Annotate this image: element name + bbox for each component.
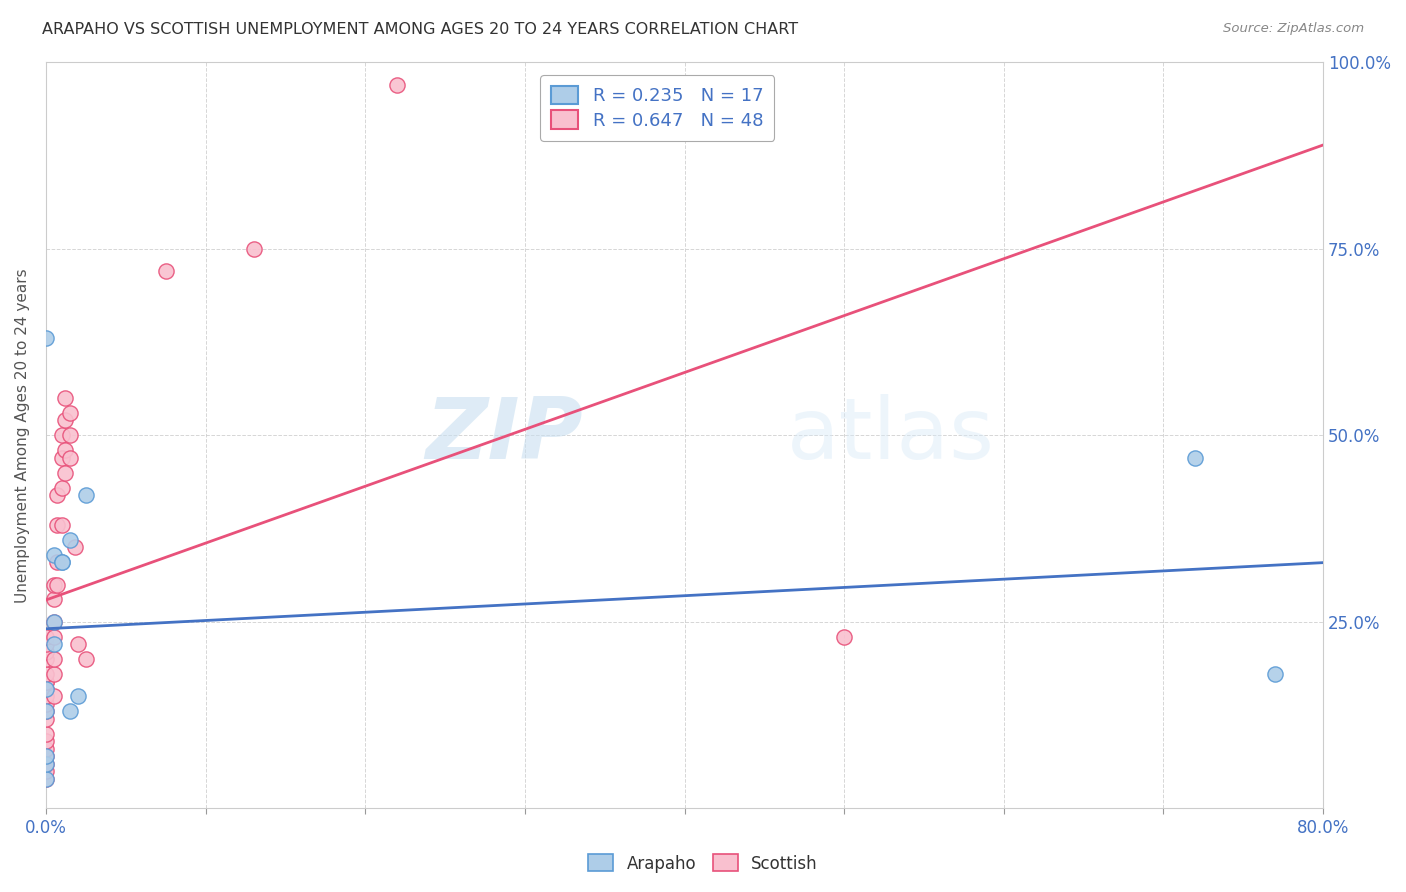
Point (42, 615, 65, 629)
Point (35, 645, 58, 659)
Point (35, 637, 58, 651)
Point (35, 749, 58, 764)
Point (59, 533, 82, 547)
Point (35, 756, 58, 771)
Point (155, 264, 177, 278)
Point (42, 548, 65, 562)
Point (42, 577, 65, 591)
Point (53, 443, 76, 458)
Point (832, 630, 855, 644)
Point (385, 78, 408, 92)
Point (66, 690, 89, 704)
Point (46, 488, 69, 502)
Point (35, 674, 58, 689)
Point (51, 481, 73, 495)
Point (35, 681, 58, 696)
Text: atlas: atlas (787, 393, 994, 477)
Point (35, 749, 58, 764)
Point (35, 705, 58, 719)
Point (42, 592, 65, 607)
Point (51, 428, 73, 442)
Point (46, 517, 69, 532)
Point (42, 667, 65, 681)
Point (35, 331, 58, 345)
Point (75, 488, 97, 502)
Point (63, 540, 86, 554)
Point (35, 630, 58, 644)
Text: ZIP: ZIP (425, 393, 582, 477)
Point (1264, 667, 1286, 681)
Point (75, 652, 97, 666)
Point (35, 727, 58, 741)
Point (35, 674, 58, 689)
Point (46, 577, 69, 591)
Point (42, 630, 65, 644)
Point (35, 734, 58, 748)
Point (53, 466, 76, 480)
Point (42, 637, 65, 651)
Point (59, 428, 82, 442)
Point (51, 450, 73, 465)
Point (59, 450, 82, 465)
Point (35, 705, 58, 719)
Point (53, 413, 76, 427)
Point (42, 652, 65, 666)
Y-axis label: Unemployment Among Ages 20 to 24 years: Unemployment Among Ages 20 to 24 years (15, 268, 30, 603)
Point (35, 681, 58, 696)
Point (35, 772, 58, 786)
Point (35, 667, 58, 681)
Point (42, 615, 65, 629)
Point (35, 772, 58, 786)
Point (53, 391, 76, 405)
Legend: R = 0.235   N = 17, R = 0.647   N = 48: R = 0.235 N = 17, R = 0.647 N = 48 (540, 75, 775, 141)
Legend: Arapaho, Scottish: Arapaho, Scottish (582, 847, 824, 880)
Point (35, 741, 58, 756)
Point (59, 705, 82, 719)
Point (35, 712, 58, 726)
Point (35, 652, 58, 666)
Point (42, 690, 65, 704)
Point (51, 555, 73, 569)
Point (35, 690, 58, 704)
Point (1184, 450, 1206, 465)
Point (35, 756, 58, 771)
Point (35, 764, 58, 778)
Point (51, 555, 73, 569)
Point (242, 242, 264, 256)
Point (35, 697, 58, 711)
Point (66, 637, 89, 651)
Text: ARAPAHO VS SCOTTISH UNEMPLOYMENT AMONG AGES 20 TO 24 YEARS CORRELATION CHART: ARAPAHO VS SCOTTISH UNEMPLOYMENT AMONG A… (42, 22, 799, 37)
Point (51, 517, 73, 532)
Text: Source: ZipAtlas.com: Source: ZipAtlas.com (1223, 22, 1364, 36)
Point (46, 555, 69, 569)
Point (59, 406, 82, 420)
